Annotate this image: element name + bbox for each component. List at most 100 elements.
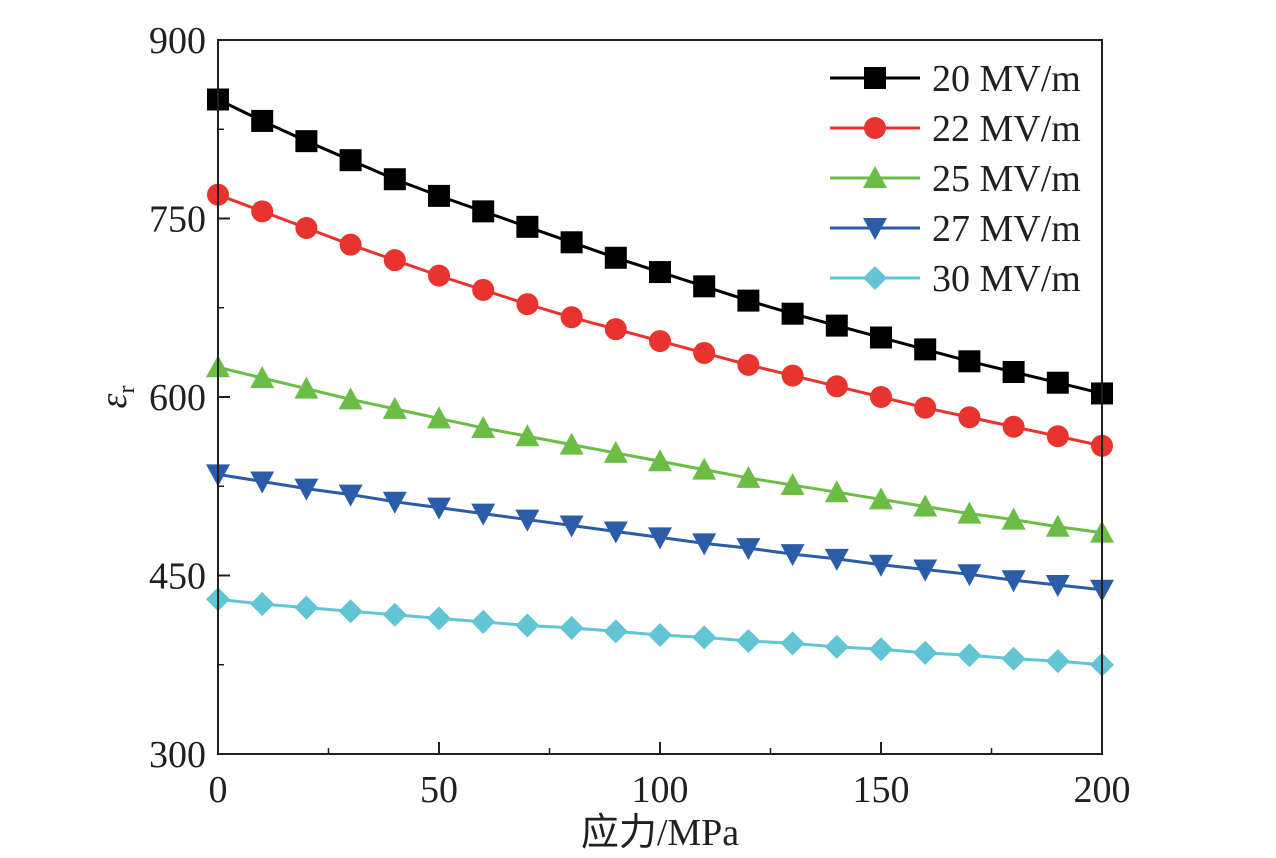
- data-point: [472, 200, 495, 223]
- legend-label: 22 MV/m: [932, 108, 1081, 150]
- data-point: [338, 387, 363, 410]
- y-tick-label: 300: [149, 734, 206, 776]
- data-point: [1046, 425, 1069, 448]
- data-point: [914, 396, 937, 419]
- series-1: [207, 88, 1113, 405]
- data-point: [870, 386, 892, 408]
- data-point: [736, 538, 761, 561]
- x-tick-label: 0: [209, 769, 228, 811]
- data-point: [869, 487, 893, 510]
- data-point: [339, 233, 362, 256]
- data-point: [781, 364, 804, 387]
- x-axis-title: 应力/MPa: [581, 812, 739, 854]
- y-tick-label: 450: [149, 556, 206, 598]
- data-point: [516, 215, 539, 238]
- data-point: [428, 184, 450, 207]
- data-point: [692, 625, 717, 650]
- x-tick-label: 100: [632, 769, 689, 811]
- data-point: [737, 353, 760, 376]
- data-point: [1001, 507, 1026, 530]
- data-point: [780, 544, 805, 567]
- data-point: [957, 643, 982, 668]
- data-point: [295, 217, 318, 240]
- data-point: [1046, 371, 1069, 394]
- data-point: [603, 521, 628, 544]
- data-point: [1045, 649, 1070, 674]
- data-point: [736, 465, 761, 488]
- y-axis-title-symbol: ε: [93, 393, 135, 408]
- legend-label: 27 MV/m: [932, 208, 1081, 250]
- data-point: [383, 168, 406, 191]
- legend-marker: [863, 166, 887, 188]
- y-axis-title: εr: [93, 386, 140, 409]
- legend-item: 30 MV/m: [830, 258, 1081, 300]
- data-point: [339, 149, 362, 172]
- legend-marker: [863, 266, 887, 290]
- x-tick-label: 200: [1074, 769, 1131, 811]
- data-point: [780, 631, 805, 656]
- data-point: [559, 515, 584, 538]
- legend: 20 MV/m 22 MV/m 25 MV/m 27 MV/m 30 MV/m: [830, 58, 1081, 300]
- data-point: [250, 471, 275, 494]
- legend-label: 20 MV/m: [932, 58, 1081, 100]
- data-point: [913, 640, 938, 665]
- data-point: [693, 341, 716, 364]
- data-point: [603, 440, 628, 463]
- data-point: [251, 200, 274, 223]
- data-point: [692, 457, 717, 480]
- y-tick-label: 750: [149, 199, 206, 241]
- data-point: [472, 278, 495, 301]
- data-point: [958, 406, 981, 429]
- data-point: [251, 109, 274, 132]
- data-point: [869, 554, 893, 577]
- data-point: [560, 306, 583, 329]
- x-tick-label: 50: [420, 769, 458, 811]
- data-point: [649, 261, 671, 284]
- data-point: [1045, 575, 1070, 598]
- y-axis-ticks: 300 450 600 750 900: [149, 20, 230, 776]
- data-point: [294, 478, 319, 501]
- data-point: [1002, 361, 1025, 384]
- data-point: [692, 533, 717, 556]
- data-point: [428, 264, 450, 287]
- data-point: [780, 473, 805, 496]
- legend-label: 30 MV/m: [932, 258, 1081, 300]
- legend-item: 22 MV/m: [830, 108, 1081, 150]
- legend-marker: [864, 117, 886, 139]
- data-point: [427, 497, 451, 520]
- data-point: [250, 365, 275, 388]
- data-point: [471, 609, 496, 634]
- data-point: [913, 559, 938, 582]
- y-axis-title-subscript: r: [114, 386, 140, 394]
- data-point: [294, 595, 319, 620]
- series-3: [206, 355, 1114, 543]
- data-point: [250, 592, 275, 617]
- data-point: [957, 501, 982, 524]
- legend-item: 25 MV/m: [830, 158, 1081, 200]
- series-4: [206, 464, 1114, 602]
- legend-label: 25 MV/m: [932, 158, 1081, 200]
- data-point: [870, 326, 892, 349]
- data-point: [648, 527, 672, 550]
- data-point: [1001, 646, 1026, 671]
- data-point: [825, 314, 848, 337]
- x-tick-label: 150: [853, 769, 910, 811]
- data-point: [471, 503, 496, 526]
- legend-marker: [863, 218, 887, 240]
- data-point: [604, 246, 627, 269]
- data-point: [914, 338, 937, 361]
- data-point: [604, 318, 627, 341]
- data-point: [295, 130, 318, 153]
- data-point: [294, 376, 319, 399]
- series-2: [207, 183, 1113, 457]
- y-tick-label: 600: [149, 377, 206, 419]
- x-axis-ticks: 0 50 100 150 200: [209, 742, 1131, 811]
- data-point: [471, 415, 496, 438]
- y-tick-label: 900: [149, 20, 206, 62]
- data-point: [648, 449, 672, 472]
- data-point: [427, 606, 451, 631]
- data-point: [824, 480, 849, 503]
- data-point: [957, 564, 982, 587]
- data-point: [824, 548, 849, 571]
- data-point: [869, 637, 893, 662]
